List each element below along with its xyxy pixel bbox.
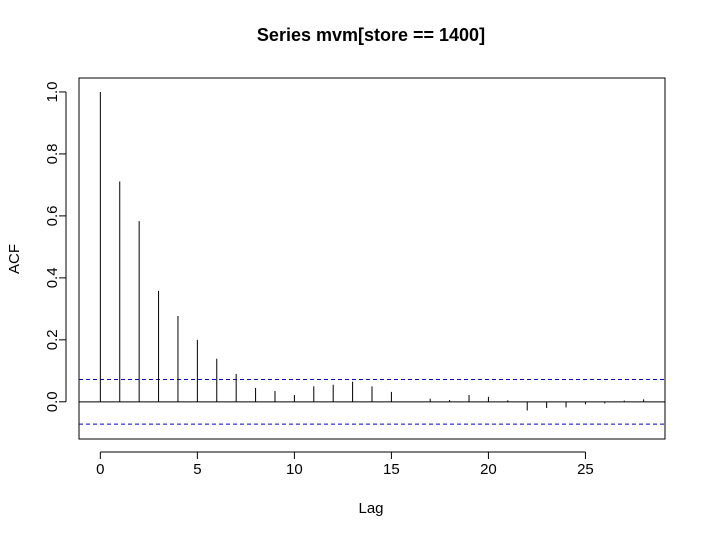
x-tick-label-20: 20 bbox=[480, 461, 497, 478]
x-axis-label: Lag bbox=[358, 500, 383, 517]
x-tick-label-25: 25 bbox=[577, 461, 594, 478]
y-axis-label: ACF bbox=[6, 244, 23, 274]
x-tick-label-15: 15 bbox=[383, 461, 400, 478]
x-tick-label-0: 0 bbox=[96, 461, 104, 478]
y-tick-label-0: 0.0 bbox=[44, 391, 61, 412]
x-tick-label-10: 10 bbox=[286, 461, 303, 478]
y-tick-label-2: 0.4 bbox=[44, 267, 61, 288]
chart-title: Series mvm[store == 1400] bbox=[257, 25, 485, 45]
y-tick-label-1: 0.2 bbox=[44, 329, 61, 350]
y-tick-label-3: 0.6 bbox=[44, 205, 61, 226]
x-tick-label-5: 5 bbox=[193, 461, 201, 478]
y-tick-label-4: 0.8 bbox=[44, 143, 61, 164]
y-tick-label-5: 1.0 bbox=[44, 82, 61, 103]
chart-marks: 0 5 10 15 20 25 0.0 0.2 0.4 0.6 0.8 1.0 bbox=[44, 82, 665, 478]
plot-frame bbox=[78, 77, 666, 440]
